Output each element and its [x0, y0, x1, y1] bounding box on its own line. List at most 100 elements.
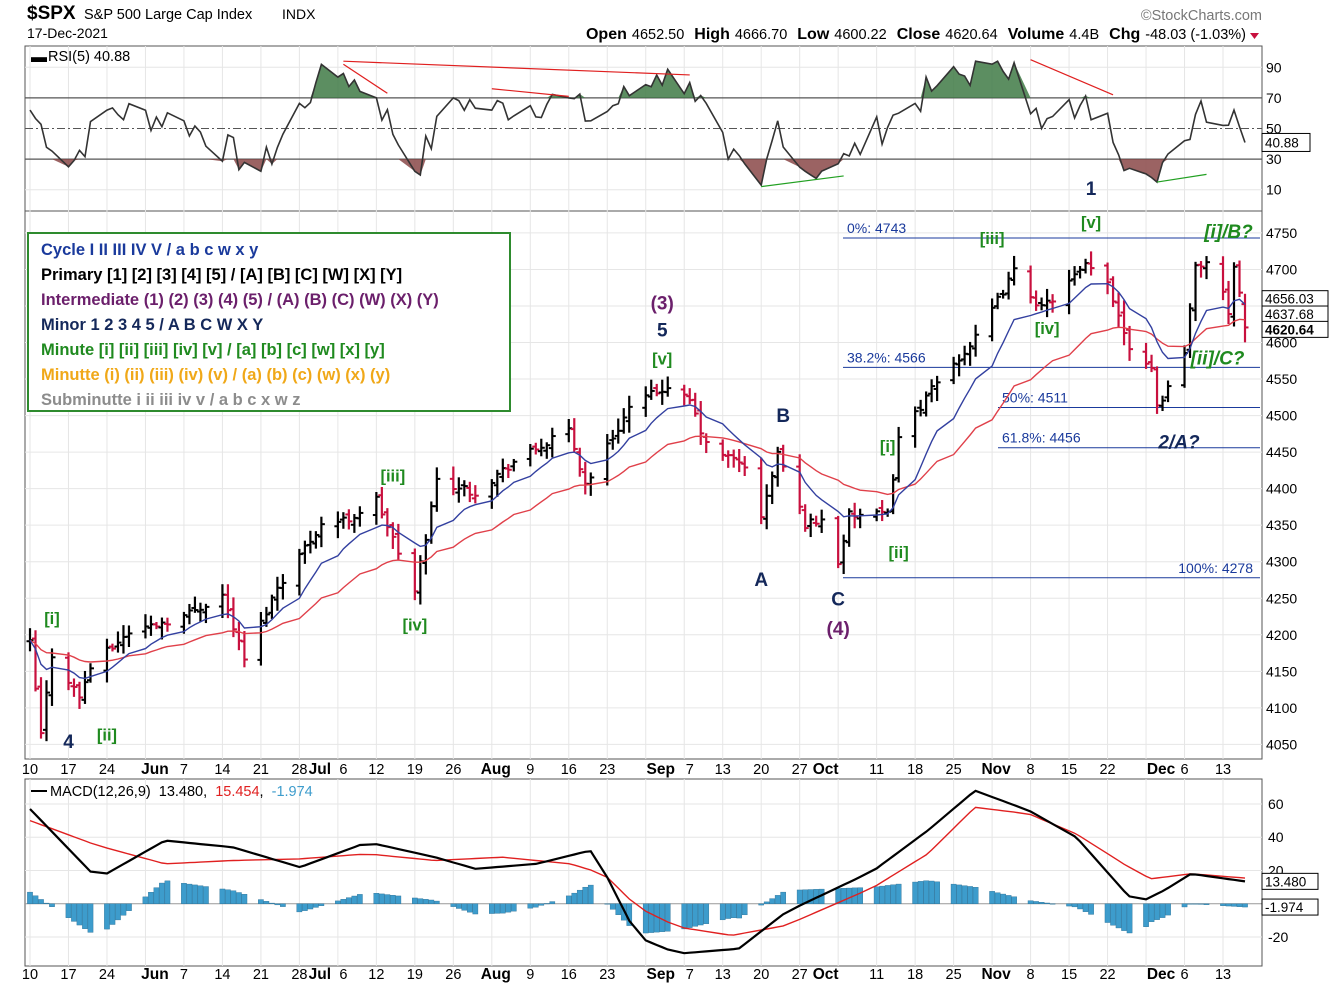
price-tick-label: 4100	[1266, 700, 1297, 716]
price-bar	[125, 625, 133, 648]
macd-histogram-bar	[934, 881, 940, 904]
macd-histogram-bar	[274, 903, 281, 906]
macd-histogram-bar	[538, 903, 545, 906]
macd-histogram-bar	[346, 897, 352, 904]
price-bar	[966, 341, 974, 366]
macd-histogram-bar	[340, 899, 347, 904]
date-tick-label: 17	[60, 967, 76, 983]
quote-label: Open	[586, 26, 627, 43]
price-bar	[730, 449, 738, 468]
date-tick-label: Oct	[813, 966, 839, 983]
macd-histogram-bar	[1027, 900, 1034, 904]
wave-label: [i]	[880, 438, 896, 456]
rsi-trendline	[1030, 59, 1114, 96]
macd-histogram-bar	[758, 903, 764, 906]
price-tick-label: 4750	[1266, 225, 1297, 241]
macd-histogram-bar	[230, 890, 237, 904]
macd-histogram-bar	[664, 903, 671, 932]
price-tick-label: 4500	[1266, 408, 1297, 424]
date-tick-label: 23	[599, 967, 615, 983]
macd-histogram-bar	[928, 880, 935, 904]
price-bar	[1005, 271, 1013, 300]
date-tick-label: 11	[869, 967, 884, 983]
macd-histogram-bar	[879, 885, 885, 904]
date-tick-label: Dec	[1147, 761, 1176, 778]
date-tick-label: 21	[253, 967, 269, 983]
rsi-line	[29, 60, 1246, 187]
macd-legend-histogram: -1.974	[272, 784, 313, 800]
price-bar	[1142, 342, 1150, 369]
date-tick-label: 12	[368, 762, 384, 778]
macd-histogram-bar	[120, 903, 127, 916]
macd-tick-label: 40	[1268, 829, 1284, 845]
date-tick-label: 13	[715, 762, 731, 778]
price-bar	[339, 512, 347, 529]
macd-histogram-bar	[181, 883, 187, 904]
wave-label: C	[831, 590, 845, 611]
price-bar	[1230, 262, 1238, 327]
macd-histogram-bar	[192, 884, 198, 904]
macd-histogram-bar	[1154, 903, 1160, 920]
price-bar	[317, 516, 325, 548]
macd-histogram-bar	[280, 903, 286, 907]
price-bar	[1049, 294, 1057, 313]
rsi-overbought-fill	[310, 61, 1092, 98]
chart-date: 17-Dec-2021	[27, 25, 108, 41]
price-last-box	[1261, 320, 1329, 338]
quote-value: 4600.22	[834, 27, 886, 43]
date-tick-label: 6	[1180, 967, 1188, 983]
price-bar	[620, 408, 628, 434]
price-tick-label: 4200	[1266, 627, 1297, 643]
price-bar	[1225, 280, 1233, 325]
price-bar	[1115, 292, 1123, 328]
price-bar	[972, 324, 980, 357]
price-bar	[389, 522, 397, 549]
macd-histogram-bar	[43, 902, 50, 904]
price-bar	[42, 680, 50, 742]
price-bar	[455, 477, 463, 503]
rsi-trendline	[343, 63, 388, 94]
macd-histogram-bar	[571, 892, 578, 904]
macd-histogram-bar	[1049, 903, 1056, 905]
macd-histogram-bar	[32, 895, 39, 904]
price-bar	[86, 663, 94, 683]
price-bar	[114, 631, 122, 653]
price-tick-label: 4400	[1266, 481, 1297, 497]
macd-histogram-bar	[412, 897, 418, 904]
quote-label: Chg	[1109, 26, 1140, 43]
price-bar	[537, 438, 545, 457]
price-bar	[262, 606, 270, 627]
rsi-tick-label: 10	[1266, 182, 1282, 198]
price-bar	[928, 379, 936, 403]
macd-histogram-bar	[846, 887, 852, 904]
rsi-tick-label: 70	[1266, 90, 1282, 106]
macd-histogram-bar	[489, 903, 495, 914]
date-tick-label: 19	[407, 762, 423, 778]
date-tick-label: 23	[599, 762, 615, 778]
macd-last-box	[1261, 872, 1319, 890]
macd-histogram-bar	[82, 903, 88, 929]
macd-histogram-bar	[703, 903, 710, 924]
macd-tick-label: 60	[1268, 796, 1284, 812]
date-tick-label: Jun	[141, 966, 169, 983]
down-triangle-icon	[1250, 33, 1259, 39]
wave-labels: 4 [i] [ii] [iii] [iv] (3) 5 [v] A B C (4) [i] [ii] [ii…	[44, 179, 1253, 753]
macd-legend-signal: 15.454	[215, 784, 259, 800]
macd-histogram-bar	[1071, 903, 1078, 908]
macd-histogram-bar	[917, 881, 924, 904]
macd-histogram-bar	[313, 903, 319, 908]
macd-histogram-bar	[1143, 903, 1149, 927]
price-bar	[911, 406, 919, 448]
wave-label: [ii]	[97, 727, 117, 745]
price-bar	[1219, 256, 1227, 301]
price-bar	[31, 630, 39, 692]
price-bar	[378, 486, 386, 519]
price-bar	[757, 457, 765, 525]
wave-label: A	[754, 570, 768, 591]
wave-label: 2/A?	[1157, 432, 1200, 453]
rsi-plot	[25, 59, 1262, 191]
date-tick-label: 6	[1180, 762, 1188, 778]
date-tick-label: 20	[753, 967, 769, 983]
macd-histogram-bar	[126, 903, 132, 911]
date-tick-label: 7	[686, 967, 694, 983]
